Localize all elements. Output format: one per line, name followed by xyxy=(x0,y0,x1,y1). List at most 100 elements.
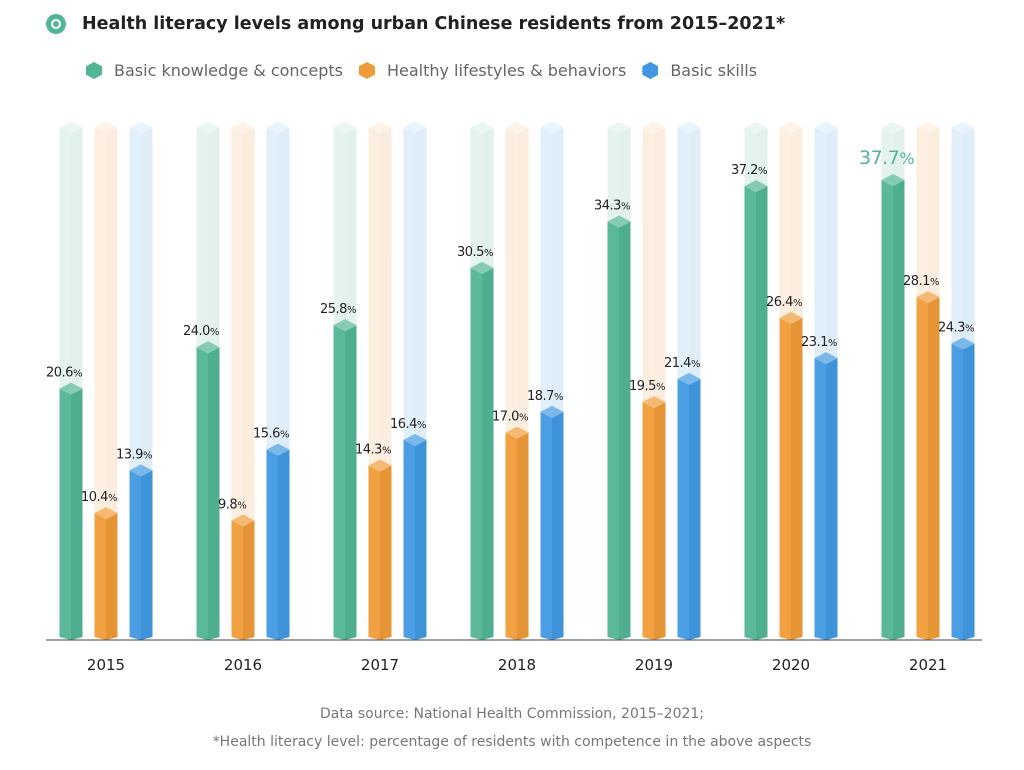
percent-sign: % xyxy=(143,450,152,461)
bar-2015-1-right-face xyxy=(106,513,118,640)
data-source: Data source: National Health Commission,… xyxy=(319,706,705,722)
background-bar-top-cap xyxy=(129,121,153,134)
bar-2017-0-top-cap xyxy=(333,319,357,332)
bar-2021-2-top-cap xyxy=(951,337,975,350)
bar-2020-1-right-face xyxy=(791,317,803,640)
bar-2017-0-left-face xyxy=(333,325,345,640)
percent-sign: % xyxy=(484,248,493,259)
bar-2016-1 xyxy=(231,514,255,640)
percent-sign: % xyxy=(758,166,767,177)
chart-title: Health literacy levels among urban Chine… xyxy=(82,14,786,34)
bar-2017-2-left-face xyxy=(403,439,415,640)
data-label: 17.0% xyxy=(492,410,528,425)
percent-sign: % xyxy=(237,500,246,511)
background-bar-top-cap xyxy=(607,121,631,134)
background-bar-left-face xyxy=(231,127,243,641)
percent-sign: % xyxy=(828,338,837,349)
bar-2020-1-top-cap xyxy=(779,311,803,324)
cube-icon xyxy=(86,62,102,79)
bar-2015-1-left-face xyxy=(94,513,106,640)
percent-sign: % xyxy=(793,298,802,309)
x-tick-label: 2021 xyxy=(909,656,947,674)
bar-2015-0-right-face xyxy=(71,388,83,640)
bar-2019-1-left-face xyxy=(642,402,654,640)
bar-2021-1-top-cap xyxy=(916,291,940,304)
bar-2016-0-left-face xyxy=(196,347,208,640)
bar-2018-2 xyxy=(540,405,564,640)
legend: Basic knowledge & concepts Healthy lifes… xyxy=(86,61,773,80)
background-bar-top-cap xyxy=(196,121,220,134)
percent-sign: % xyxy=(210,327,219,338)
bar-2015-2-left-face xyxy=(129,470,141,640)
bar-2020-2-right-face xyxy=(826,358,838,640)
background-bar-top-cap xyxy=(642,121,666,134)
data-label: 15.6% xyxy=(253,427,289,442)
background-bar-top-cap xyxy=(814,121,838,134)
bar-2015-2-right-face xyxy=(141,470,153,640)
bar-2020-1-left-face xyxy=(779,317,791,640)
data-label: 34.3% xyxy=(594,199,630,214)
bar-2015-0-left-face xyxy=(59,388,71,640)
bar-2017-1-top-cap xyxy=(368,459,392,472)
background-bar-top-cap xyxy=(916,121,940,134)
bar-2019-1 xyxy=(642,396,666,640)
data-label: 25.8% xyxy=(320,302,356,317)
bar-2016-0-top-cap xyxy=(196,341,220,354)
bar-2019-2-top-cap xyxy=(677,372,701,385)
background-bar xyxy=(231,121,255,641)
legend-label: Basic skills xyxy=(670,61,758,80)
data-label: 30.5% xyxy=(457,245,493,260)
data-label: 10.4% xyxy=(81,490,117,505)
bar-2021-1-left-face xyxy=(916,297,928,640)
bar-2020-0-top-cap xyxy=(744,180,768,193)
bar-2019-0 xyxy=(607,215,631,641)
bar-2021-1 xyxy=(916,291,940,640)
percent-sign: % xyxy=(554,392,563,403)
cube-icon xyxy=(358,62,375,79)
bar-2019-0-left-face xyxy=(607,221,619,641)
data-label: 14.3% xyxy=(355,443,391,458)
percent-sign: % xyxy=(519,413,528,424)
bar-2021-2-right-face xyxy=(963,343,975,640)
percent-sign: % xyxy=(347,305,356,316)
footnote: *Health literacy level: percentage of re… xyxy=(212,734,812,750)
x-tick-label: 2015 xyxy=(87,656,125,674)
background-bar-top-cap xyxy=(779,121,803,134)
bar-2020-1 xyxy=(779,311,803,640)
background-bar-top-cap xyxy=(94,121,118,134)
bar-2018-1-right-face xyxy=(517,432,529,640)
background-bar-top-cap xyxy=(470,121,494,134)
bar-2018-2-top-cap xyxy=(540,405,564,418)
percent-sign: % xyxy=(899,149,914,168)
legend-item-lifestyles: Healthy lifestyles & behaviors xyxy=(358,61,626,80)
background-bar-top-cap xyxy=(231,121,255,134)
bar-2021-0-top-cap xyxy=(881,174,905,187)
percent-sign: % xyxy=(382,446,391,457)
bar-2016-2-top-cap xyxy=(266,443,290,456)
bar-2018-1-top-cap xyxy=(505,426,529,439)
data-label: 28.1% xyxy=(903,274,939,289)
legend-label: Basic knowledge & concepts xyxy=(114,61,343,80)
percent-sign: % xyxy=(73,369,82,380)
data-label: 16.4% xyxy=(390,417,426,432)
legend-item-knowledge: Basic knowledge & concepts xyxy=(86,61,343,80)
bar-2015-1-top-cap xyxy=(94,507,118,520)
percent-sign: % xyxy=(417,420,426,431)
background-bar-top-cap xyxy=(403,121,427,134)
bar-2021-2 xyxy=(951,337,975,640)
bar-2019-2-right-face xyxy=(689,378,701,640)
data-label: 20.6% xyxy=(46,366,82,381)
bar-2017-2-top-cap xyxy=(403,433,427,446)
data-label: 18.7% xyxy=(527,389,563,404)
bar-2019-1-top-cap xyxy=(642,396,666,409)
percent-sign: % xyxy=(691,359,700,370)
percent-sign: % xyxy=(108,493,117,504)
bar-2015-0 xyxy=(59,382,83,640)
bar-2021-0-right-face xyxy=(893,180,905,640)
bar-2020-0-left-face xyxy=(744,186,756,640)
bar-2016-0 xyxy=(196,341,220,640)
bar-2018-2-right-face xyxy=(552,411,564,640)
background-bar-top-cap xyxy=(266,121,290,134)
background-bar-top-cap xyxy=(951,121,975,134)
bar-2020-0 xyxy=(744,180,768,640)
